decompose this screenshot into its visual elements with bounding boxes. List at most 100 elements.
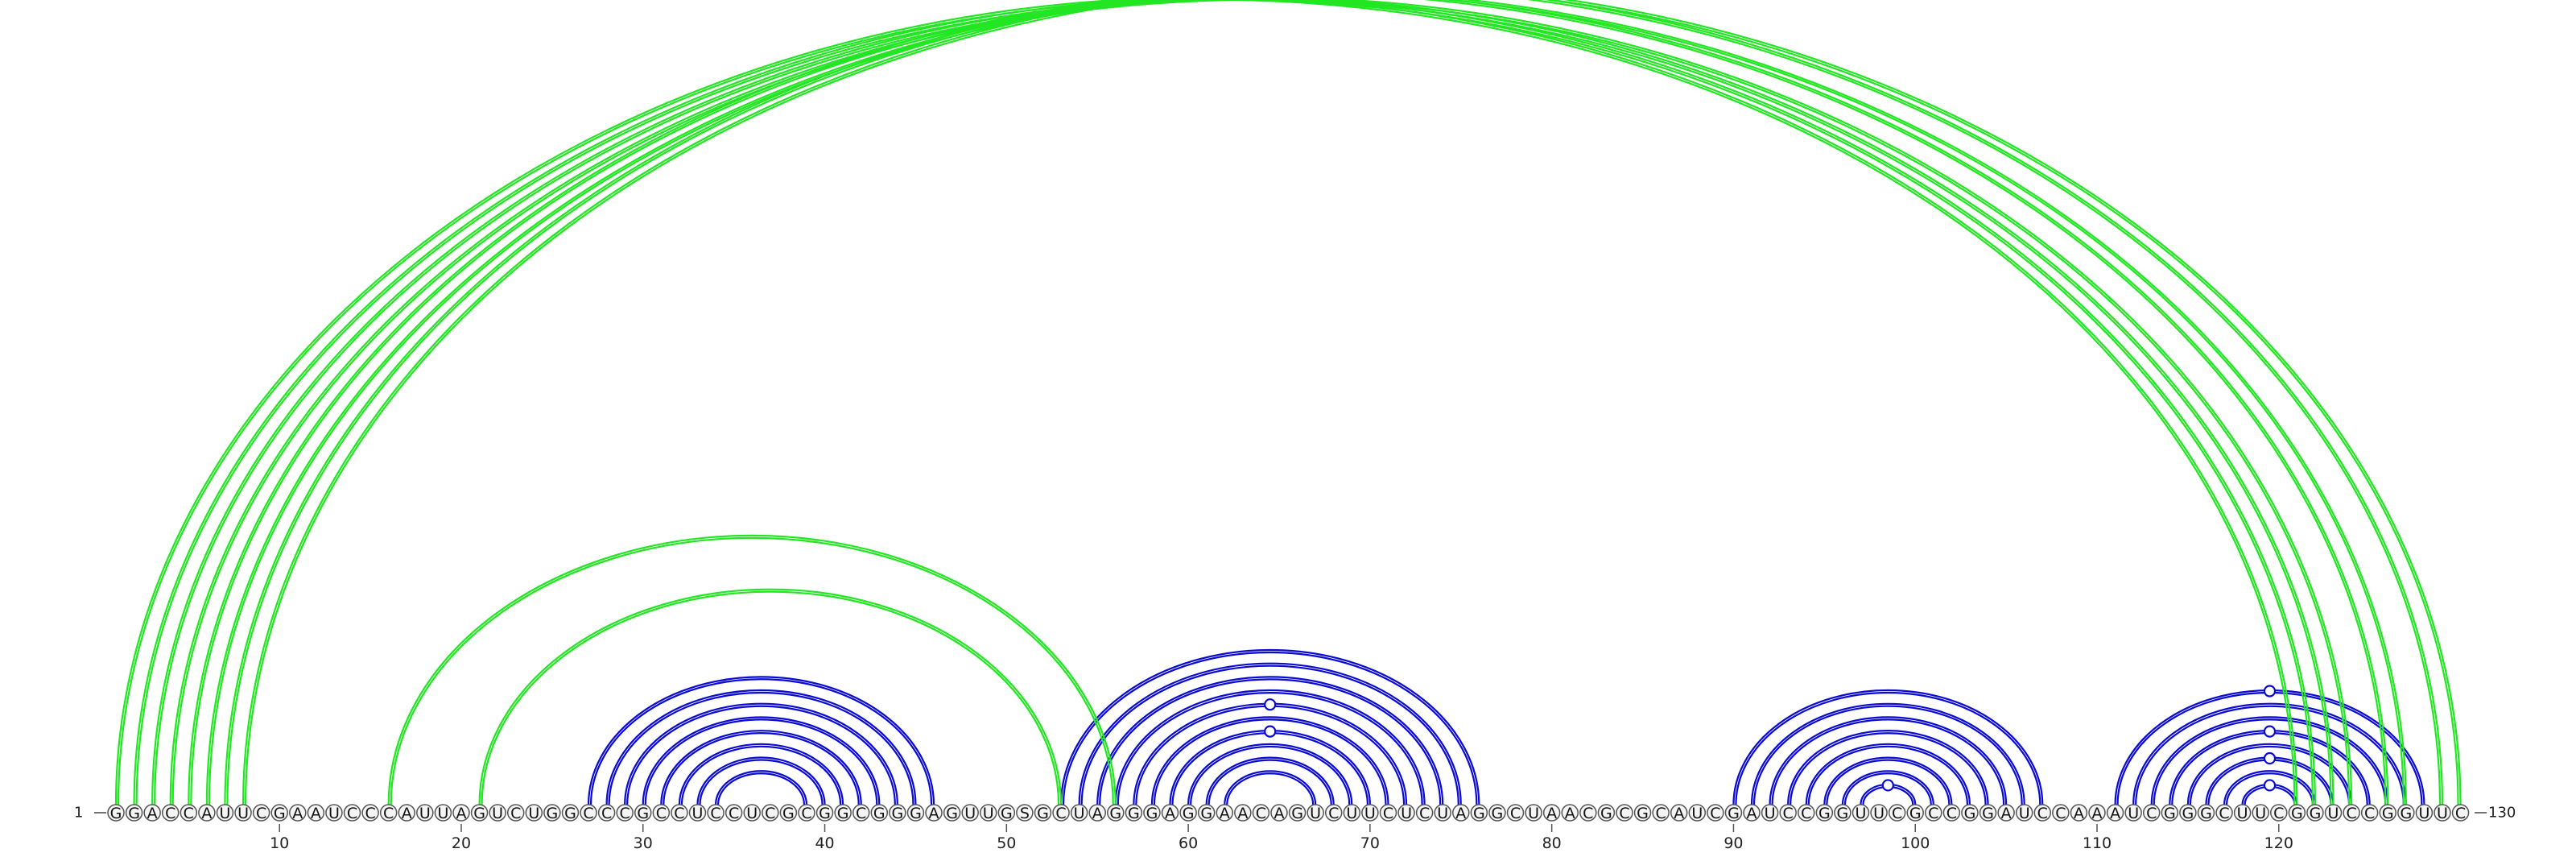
nucleotide-letter: C — [2273, 805, 2284, 822]
pseudoknot-arc-7-129 — [225, 0, 2442, 805]
nucleotide-5: C — [180, 804, 198, 822]
nucleotide-circle — [107, 804, 125, 822]
nucleotide-102: C — [1942, 804, 1961, 822]
nucleotide-circle — [1542, 804, 1561, 822]
nucleotide-78: C — [1506, 804, 1525, 822]
helix-arc-33-40 — [699, 759, 824, 805]
nucleotide-letter: G — [110, 805, 122, 822]
nucleotide-11: A — [289, 804, 307, 822]
nucleotide-letter: U — [1691, 805, 1703, 822]
nucleotide-circle — [307, 804, 325, 822]
nucleotide-letter: C — [2219, 805, 2229, 822]
nucleotide-letter: C — [2037, 805, 2048, 822]
nucleotide-61: G — [1197, 804, 1216, 822]
nucleotide-85: G — [1633, 804, 1652, 822]
tick-label-70: 70 — [1360, 834, 1380, 852]
nucleotide-circle — [1724, 804, 1743, 822]
nucleotide-letter: A — [929, 805, 939, 822]
helix-arc-90-107 — [1732, 689, 2044, 805]
nucleotide-75: A — [1452, 804, 1470, 822]
nucleotide-letter: C — [765, 805, 775, 822]
nucleotide-41: G — [834, 804, 852, 822]
nucleotide-letter: U — [746, 805, 758, 822]
nucleotide-letter: G — [547, 805, 559, 822]
nucleotide-circle — [2415, 804, 2434, 822]
nucleotide-letter: C — [165, 805, 175, 822]
helix-arc-58-71 — [1150, 716, 1389, 805]
pair-marker-97-100 — [1881, 779, 1894, 792]
nucleotide-50: G — [997, 804, 1016, 822]
nucleotide-letter: A — [1274, 805, 1284, 822]
nucleotide-67: U — [1307, 804, 1324, 822]
nucleotide-circle — [961, 804, 979, 822]
nucleotide-letter: G — [910, 805, 922, 822]
nucleotide-circle — [1961, 804, 1979, 822]
nucleotide-letter: G — [837, 805, 849, 822]
nucleotide-letter: G — [1473, 805, 1485, 822]
nucleotide-circle — [2215, 804, 2233, 822]
nucleotide-letter: C — [365, 805, 375, 822]
nucleotide-69: U — [1343, 804, 1361, 822]
nucleotide-letter: G — [564, 805, 576, 822]
nucleotide-circle — [616, 804, 634, 822]
nucleotide-circle — [452, 804, 470, 822]
nucleotide-circle — [2360, 804, 2379, 822]
pseudoknot-arc-8-130 — [243, 0, 2461, 805]
nucleotide-63: A — [1234, 804, 1252, 822]
nucleotide-letter: A — [1092, 805, 1103, 822]
nucleotide-letter: G — [873, 805, 886, 822]
helix-arc-92-105 — [1771, 718, 2005, 805]
nucleotide-circle — [1870, 804, 1888, 822]
nucleotide-letter: U — [1528, 805, 1539, 822]
nucleotide-circle — [361, 804, 379, 822]
nucleotide-letter: G — [274, 805, 286, 822]
nucleotide-letter: G — [946, 805, 958, 822]
nucleotide-letter: G — [1037, 805, 1049, 822]
nucleotide-120: C — [2270, 804, 2288, 822]
nucleotide-79: U — [1525, 804, 1542, 822]
tick-label-110: 110 — [2083, 834, 2112, 852]
pseudoknot-arc-4-124 — [171, 0, 2351, 805]
nucleotide-circle — [743, 804, 761, 822]
nucleotide-circle — [1688, 804, 1707, 822]
nucleotide-56: G — [1107, 804, 1125, 822]
nucleotide-letter: A — [1674, 805, 1684, 822]
nucleotide-circle — [1324, 804, 1343, 822]
helix-arc-56-73 — [1117, 691, 1423, 805]
nucleotide-53: C — [1052, 804, 1070, 822]
pseudoknot-arc-5-126 — [188, 0, 2389, 805]
nucleotide-letter: U — [2019, 805, 2030, 822]
position-ticks: 10 20 30 40 50 60 70 80 90 100 110 120 — [270, 824, 2293, 852]
nucleotide-circle — [762, 804, 779, 822]
helix-group-2 — [1059, 649, 1480, 805]
nucleotide-letter: U — [2418, 805, 2429, 822]
helix-arc-28-45 — [608, 692, 914, 805]
nucleotide-letter: G — [2200, 805, 2212, 822]
nucleotide-circle — [2252, 804, 2269, 822]
nucleotide-circle — [1179, 804, 1197, 822]
nucleotide-1: G — [107, 804, 125, 822]
helix-arc-29-44 — [626, 706, 896, 805]
nucleotide-circle — [525, 804, 543, 822]
pseudoknot-arc-6-127 — [208, 0, 2405, 805]
nucleotide-circle — [634, 804, 652, 822]
nucleotide-103: G — [1961, 804, 1979, 822]
nucleotide-letter: U — [237, 805, 249, 822]
nucleotide-circle — [1216, 804, 1234, 822]
nucleotide-letter: A — [1237, 805, 1248, 822]
helix-group-3 — [1732, 689, 2044, 805]
helix-arc-33-40 — [696, 756, 826, 805]
nucleotide-circle — [180, 804, 198, 822]
nucleotide-114: G — [2161, 804, 2179, 822]
nucleotide-62: A — [1216, 804, 1234, 822]
nucleotide-circle — [1561, 804, 1579, 822]
nucleotide-52: G — [1034, 804, 1052, 822]
nucleotide-circle — [852, 804, 870, 822]
nucleotide-10: G — [270, 804, 288, 822]
nucleotide-106: U — [2015, 804, 2033, 822]
nucleotide-letter: C — [601, 805, 612, 822]
nucleotide-126: G — [2379, 804, 2396, 822]
nucleotide-letter: C — [1619, 805, 1629, 822]
nucleotide-letter: U — [220, 805, 231, 822]
nucleotide-47: G — [943, 804, 961, 822]
